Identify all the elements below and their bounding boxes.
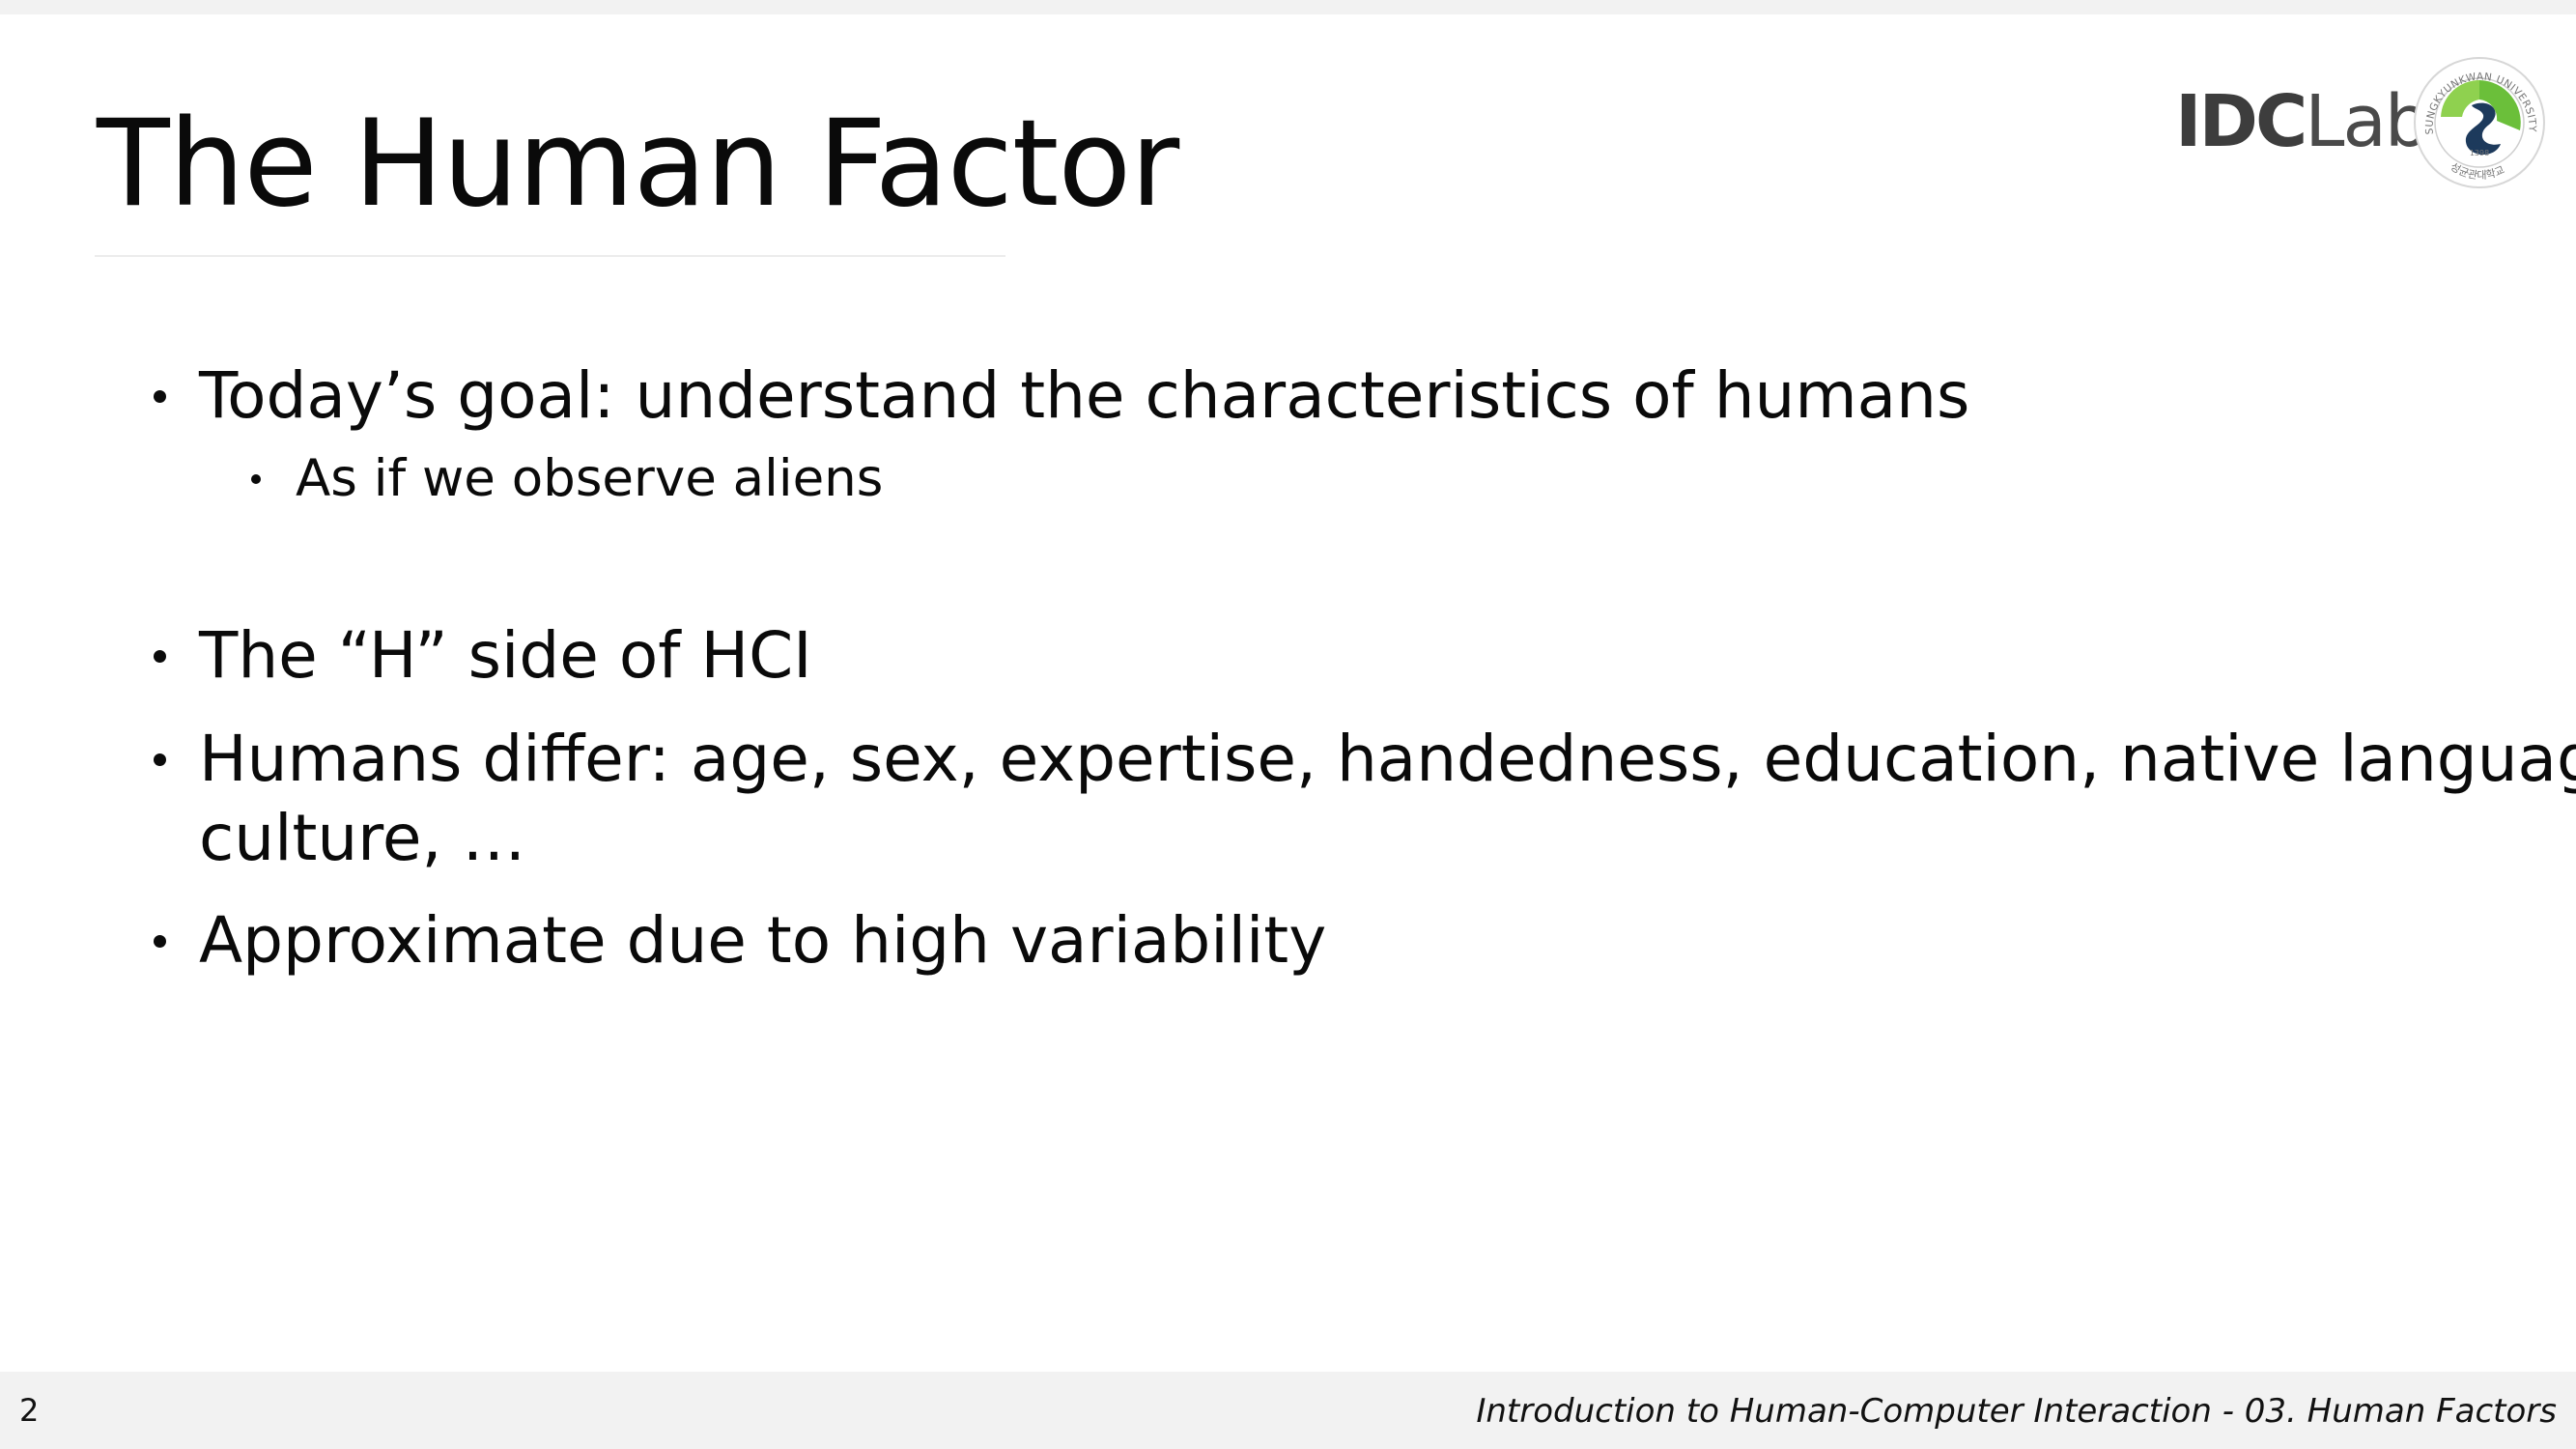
- footer-course-title: Introduction to Human-Computer Interacti…: [1476, 1392, 2557, 1431]
- idclab-logo-idc: IDC: [2175, 80, 2307, 163]
- bullet-item-continuation: culture, …: [199, 801, 526, 875]
- bullet-item: Humans differ: age, sex, expertise, hand…: [199, 722, 2576, 796]
- sub-bullet-marker: [251, 474, 261, 484]
- bullet-marker: [154, 390, 166, 403]
- slide-canvas: The Human Factor IDC Lab 1398 SUNGKYUNKWA…: [0, 14, 2576, 1372]
- page-number: 2: [19, 1392, 40, 1429]
- bullet-item: Today’s goal: understand the characteris…: [199, 358, 1970, 433]
- idclab-logo-lab: Lab: [2305, 80, 2430, 163]
- seal-year: 1398: [2470, 149, 2489, 157]
- bullet-marker: [154, 650, 166, 663]
- sub-bullet-item: As if we observe aliens: [296, 449, 884, 508]
- idclab-logo: IDC Lab: [2175, 78, 2430, 165]
- bullet-item: Approximate due to high variability: [199, 903, 1327, 978]
- university-seal-icon: 1398 SUNGKYUNKWAN UNIVERSITY 성균관대학교: [2414, 57, 2545, 188]
- slide-title: The Human Factor: [97, 95, 1179, 234]
- title-divider: [95, 255, 1005, 257]
- bullet-item: The “H” side of HCI: [199, 618, 812, 693]
- bullet-marker: [154, 935, 166, 948]
- bullet-marker: [154, 753, 166, 766]
